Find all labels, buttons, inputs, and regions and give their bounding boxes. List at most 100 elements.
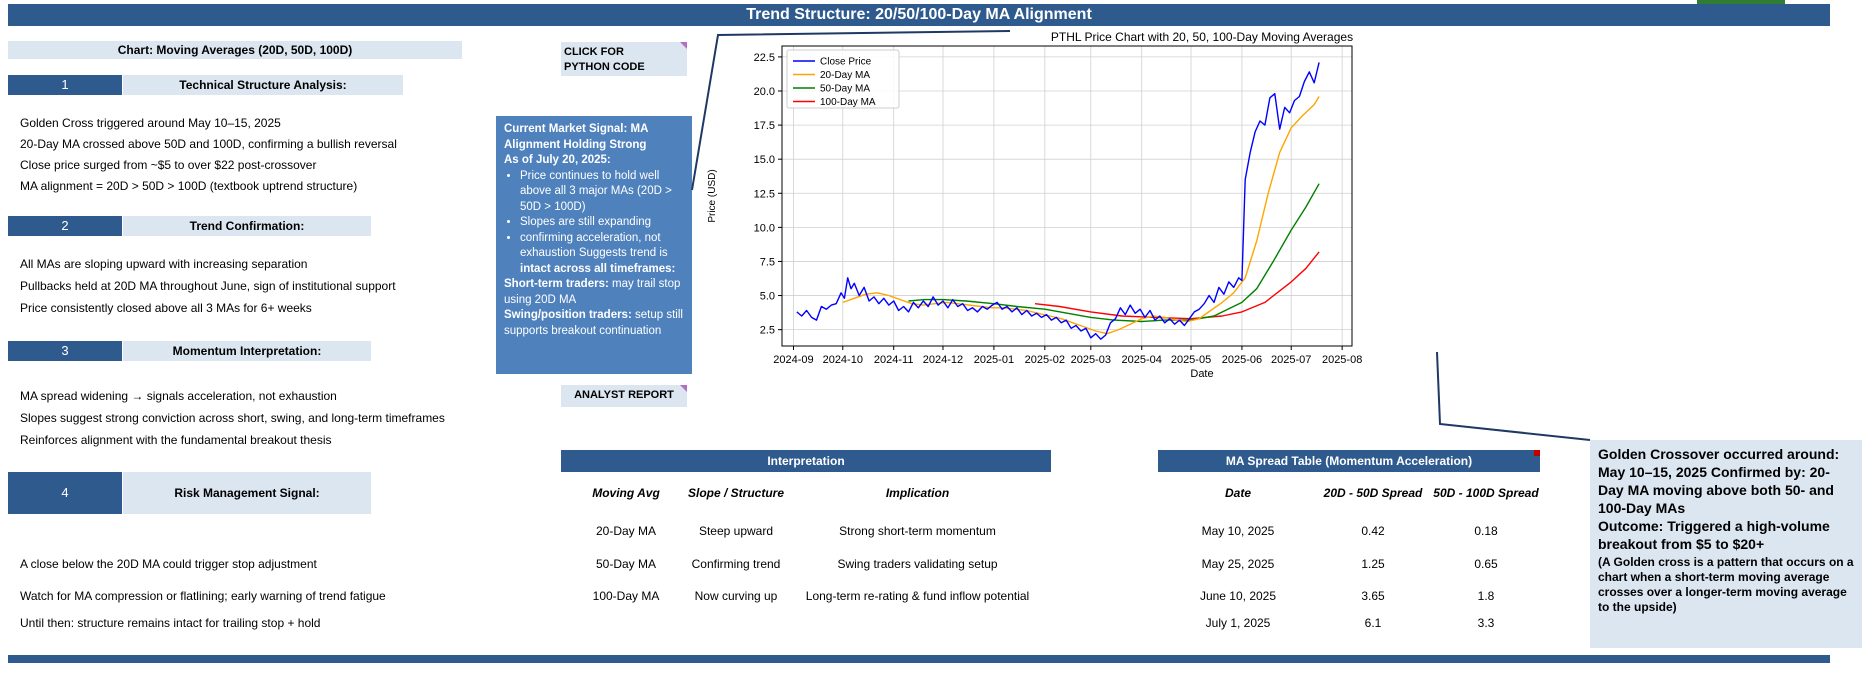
python-code-button[interactable]: CLICK FOR PYTHON CODE (561, 42, 687, 76)
section-2-title: Trend Confirmation: (123, 216, 371, 236)
x-tick-label: 2024-12 (923, 354, 963, 366)
section-2-line-2: Pullbacks held at 20D MA throughout June… (20, 279, 396, 293)
spread-col-date: Date (1224, 486, 1251, 500)
interp-row-2-slope: Confirming trend (691, 557, 781, 571)
chart-series (796, 62, 1320, 340)
legend-frame (786, 49, 900, 109)
golden-outcome-text: Outcome: Triggered a high-volume breakou… (1598, 518, 1830, 552)
spread-row-3-20-50: 3.65 (1361, 589, 1385, 603)
spread-row-4-20-50: 6.1 (1364, 616, 1382, 630)
interp-col-slope: Slope / Structure (687, 486, 785, 500)
series-line-50-day-ma (908, 183, 1320, 323)
y-tick-label: 2.5 (760, 325, 775, 337)
x-tick-label: 2024-11 (874, 354, 914, 366)
signal-connector (691, 30, 1011, 191)
signal-bullet-3: confirming acceleration, not exhaustion … (520, 231, 684, 278)
signal-date: As of July 20, 2025: (504, 154, 611, 166)
interp-row-2-ma: 50-Day MA (595, 557, 657, 571)
section-3-line-1: MA spread widening → signals acceleratio… (20, 389, 337, 403)
x-tick-label: 2025-05 (1171, 354, 1211, 366)
section-1-line-1: Golden Cross triggered around May 10–15,… (20, 116, 281, 130)
spread-table-header: MA Spread Table (Momentum Acceleration) (1158, 450, 1540, 472)
x-tick-label: 2025-04 (1122, 354, 1162, 366)
legend-entry: 100-Day MA (820, 97, 876, 108)
section-1-line-2: 20-Day MA crossed above 50D and 100D, co… (20, 137, 397, 151)
spread-col-50-100: 50D - 100D Spread (1433, 486, 1539, 500)
section-3-line-3: Reinforces alignment with the fundamenta… (20, 433, 332, 447)
interp-row-3-implication: Long-term re-rating & fund inflow potent… (805, 589, 1030, 603)
signal-bullets: Price continues to hold well above all 3… (504, 169, 684, 278)
interp-row-3-ma: 100-Day MA (592, 589, 660, 603)
section-4-number: 4 (8, 472, 122, 514)
interp-row-3-slope: Now curving up (694, 589, 778, 603)
x-axis-label: Date (1190, 368, 1213, 380)
short-term-label: Short-term traders: (504, 278, 609, 290)
y-tick-label: 12.5 (754, 188, 775, 200)
spread-row-1-50-100: 0.18 (1474, 524, 1498, 538)
spread-col-20-50: 20D - 50D Spread (1323, 486, 1423, 500)
y-tick-label: 7.5 (760, 256, 775, 268)
signal-short-term: Short-term traders: may trail stop using… (504, 277, 684, 308)
legend-entry: 50-Day MA (820, 84, 870, 95)
y-tick-label: 20.0 (754, 86, 775, 98)
price-chart: PTHL Price Chart with 20, 50, 100-Day Mo… (707, 30, 1363, 380)
python-code-label-2: PYTHON CODE (564, 61, 645, 73)
spread-row-4-50-100: 3.3 (1477, 616, 1495, 630)
section-1-line-3: Close price surged from ~$5 to over $22 … (20, 158, 317, 172)
x-tick-label: 2025-02 (1025, 354, 1065, 366)
analyst-report-button[interactable]: ANALYST REPORT (561, 385, 687, 407)
spread-row-2-date: May 25, 2025 (1201, 557, 1275, 571)
analyst-report-label: ANALYST REPORT (574, 389, 674, 401)
spread-header-marker (1534, 450, 1540, 456)
page-banner: Trend Structure: 20/50/100-Day MA Alignm… (8, 4, 1830, 26)
short-term-text: may trail stop using 20D MA (504, 278, 681, 306)
x-tick-label: 2025-07 (1271, 354, 1311, 366)
x-tick-label: 2024-10 (823, 354, 863, 366)
golden-definition-text: (A Golden cross is a pattern that occurs… (1598, 555, 1854, 614)
golden-main-text: Golden Crossover occurred around: May 10… (1598, 446, 1840, 516)
section-2-number: 2 (8, 216, 122, 236)
series-line-100-day-ma (1034, 251, 1320, 320)
section-1-title: Technical Structure Analysis: (123, 75, 403, 95)
interp-row-2-implication: Swing traders validating setup (837, 557, 998, 571)
interp-col-moving-avg: Moving Avg (592, 486, 660, 500)
spread-row-1-date: May 10, 2025 (1201, 524, 1275, 538)
section-1-number: 1 (8, 75, 122, 95)
section-2-line-3: Price consistently closed above all 3 MA… (20, 301, 312, 315)
golden-crossover-note: Golden Crossover occurred around: May 10… (1590, 440, 1862, 648)
chart-ticks: 2.5 5.0 7.5 10.0 12.5 15.0 17.5 20.0 22.5 2024-09… (754, 52, 1363, 366)
y-tick-label: 10.0 (754, 222, 775, 234)
interp-row-1-slope: Steep upward (698, 524, 774, 538)
chart-label: Chart: Moving Averages (20D, 50D, 100D) (8, 41, 462, 59)
y-tick-label: 17.5 (754, 120, 775, 132)
signal-bullet-3-bold: intact across all timeframes: (520, 262, 676, 275)
swing-label: Swing/position traders: (504, 309, 632, 321)
section-4-line-2: Watch for MA compression or flatlining; … (20, 589, 386, 603)
crossover-connector (1436, 351, 1591, 441)
x-tick-label: 2025-08 (1322, 354, 1362, 366)
section-3-line-2: Slopes suggest strong conviction across … (20, 411, 445, 425)
interp-row-1-implication: Strong short-term momentum (839, 524, 996, 538)
signal-bullet-2: Slopes are still expanding (520, 215, 684, 231)
plot-frame (781, 45, 1353, 347)
section-4-line-3: Until then: structure remains intact for… (20, 616, 321, 630)
spread-row-2-50-100: 0.65 (1474, 557, 1498, 571)
series-line-close-price (796, 62, 1320, 340)
interpretation-header: Interpretation (561, 450, 1051, 472)
y-tick-label: 15.0 (754, 154, 775, 166)
spread-row-2-20-50: 1.25 (1361, 557, 1385, 571)
chart-legend: Close Price 20-Day MA 50-Day MA 100-Day MA (786, 49, 900, 109)
x-tick-label: 2025-01 (974, 354, 1014, 366)
section-4-title: Risk Management Signal: (123, 472, 371, 514)
series-line-20-day-ma (842, 96, 1320, 335)
corner-tab (1697, 0, 1785, 4)
x-tick-label: 2025-03 (1071, 354, 1111, 366)
section-2-line-1: All MAs are sloping upward with increasi… (20, 257, 308, 271)
spread-row-3-50-100: 1.8 (1477, 589, 1495, 603)
spread-row-4-date: July 1, 2025 (1205, 616, 1271, 630)
signal-heading: Current Market Signal: MA Alignment Hold… (504, 123, 648, 151)
x-tick-label: 2025-06 (1222, 354, 1262, 366)
bottom-bar (8, 655, 1830, 663)
section-1-line-4: MA alignment = 20D > 50D > 100D (textboo… (20, 179, 358, 193)
